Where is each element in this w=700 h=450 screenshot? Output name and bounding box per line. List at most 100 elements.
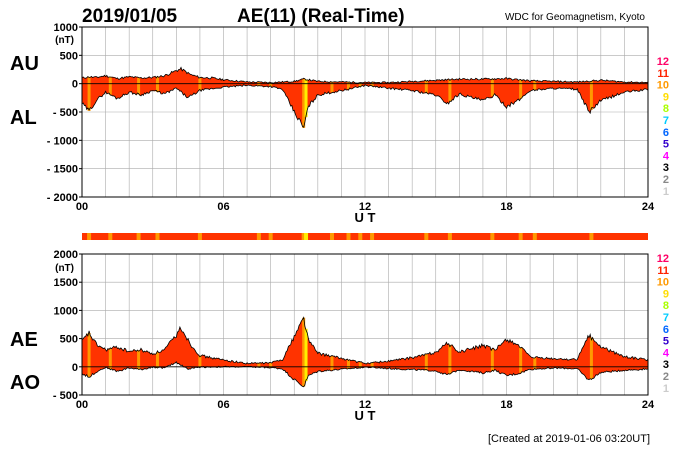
station-scale-label: 6 <box>663 324 669 336</box>
station-scale-label: 8 <box>663 300 669 312</box>
x-tick-label: 24 <box>642 201 655 213</box>
station-bar-segment <box>197 233 202 240</box>
station-scale-label: 11 <box>657 265 669 277</box>
station-bar-segment <box>268 233 273 240</box>
station-stripe <box>519 79 523 99</box>
station-scale-label: 3 <box>663 162 669 174</box>
station-stripe <box>589 337 593 379</box>
station-stripe <box>448 79 452 102</box>
station-bar-segment <box>358 233 363 240</box>
station-stripe <box>370 82 374 87</box>
y-unit-label: (nT) <box>55 263 74 274</box>
station-scale-label: 2 <box>663 371 669 383</box>
station-bar-segment <box>490 233 495 240</box>
station-bar-segment <box>87 233 92 240</box>
station-stripe <box>302 317 306 387</box>
x-tick-label: 06 <box>217 201 229 213</box>
station-bar-segment <box>301 233 306 240</box>
x-tick-label: 12 <box>359 399 371 411</box>
plot-frame <box>81 253 649 396</box>
y-tick-label: 1000 <box>54 305 78 317</box>
station-scale-label: 4 <box>663 150 670 162</box>
station-stripe <box>358 362 362 368</box>
x-tick-label: 00 <box>76 201 88 213</box>
y-tick-label: - 500 <box>53 107 78 119</box>
y-unit-label: (nT) <box>55 35 74 46</box>
area-fill <box>82 67 648 128</box>
station-stripe <box>269 362 273 368</box>
x-axis-label: U T <box>355 210 376 225</box>
y-tick-label: 500 <box>60 334 78 346</box>
station-stripe <box>424 354 428 371</box>
station-bar-segment <box>329 233 334 240</box>
station-count-bar <box>82 233 648 240</box>
series-label-al: AL <box>10 107 37 129</box>
station-stripe <box>137 77 141 95</box>
station-bar-segment <box>256 233 261 240</box>
station-stripe <box>490 349 494 371</box>
x-tick-label: 18 <box>500 201 512 213</box>
station-stripe <box>87 76 91 111</box>
station-stripe <box>108 348 112 369</box>
station-scale-label: 11 <box>657 68 669 80</box>
series-label-au: AU <box>10 53 39 75</box>
station-scale-label: 3 <box>663 359 669 371</box>
station-scale-label: 10 <box>657 80 669 92</box>
station-stripe <box>257 363 261 368</box>
station-scale-label: 1 <box>663 186 669 198</box>
station-scale-label: 4 <box>663 347 670 359</box>
x-axis-label: U T <box>355 408 376 423</box>
x-tick-label: 18 <box>500 399 512 411</box>
station-stripe <box>87 332 91 377</box>
station-scale-label: 9 <box>663 91 669 103</box>
station-stripe <box>155 76 159 92</box>
station-stripe <box>302 79 306 128</box>
station-bar-segment <box>370 233 375 240</box>
station-scale-label: 7 <box>663 312 669 324</box>
y-tick-label: - 1500 <box>47 164 78 176</box>
station-scale-label: 9 <box>663 288 669 300</box>
created-timestamp: [Created at 2019-01-06 03:20UT] <box>488 433 650 445</box>
station-scale-label: 12 <box>657 56 669 68</box>
station-stripe <box>346 359 350 369</box>
header-title: AE(11) (Real-Time) <box>237 6 405 27</box>
x-tick-label: 00 <box>76 399 88 411</box>
station-scale-label: 8 <box>663 103 669 115</box>
station-bar-segment <box>136 233 141 240</box>
station-bar-segment <box>424 233 429 240</box>
station-bar-base <box>82 233 648 240</box>
station-stripe <box>370 362 374 368</box>
station-bar-segment <box>518 233 523 240</box>
y-tick-label: - 500 <box>53 390 78 402</box>
station-stripe <box>490 78 494 97</box>
station-scale-label: 6 <box>663 127 669 139</box>
station-bar-segment <box>155 233 160 240</box>
station-scale-label: 1 <box>663 383 669 395</box>
series-line-ae <box>81 316 649 365</box>
y-tick-label: - 1000 <box>47 135 78 147</box>
station-stripe <box>269 82 273 87</box>
station-bar-segment <box>304 233 309 240</box>
y-tick-label: 500 <box>60 50 78 62</box>
station-bar-segment <box>447 233 452 240</box>
station-stripe <box>358 82 362 87</box>
station-stripe <box>137 350 141 370</box>
station-stripe <box>533 80 537 91</box>
station-bar-segment <box>589 233 594 240</box>
station-scale-label: 12 <box>657 253 669 265</box>
station-scale-label: 5 <box>663 139 669 151</box>
header-date: 2019/01/05 <box>82 6 178 27</box>
station-stripe <box>198 355 202 368</box>
station-stripe <box>533 357 537 370</box>
station-stripe <box>330 356 334 371</box>
station-scale-label: 5 <box>663 336 669 348</box>
station-bar-segment <box>532 233 537 240</box>
station-bar-segment <box>108 233 113 240</box>
y-tick-label: 2000 <box>54 249 78 261</box>
station-stripe <box>424 80 428 94</box>
area-fill <box>82 317 648 387</box>
station-stripe <box>330 81 334 93</box>
series-line-al <box>81 84 649 128</box>
